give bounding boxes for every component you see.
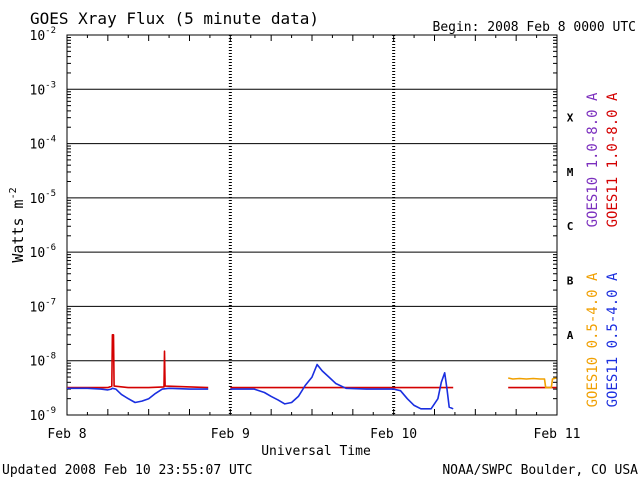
legend-entry: GOES10 0.5-4.0 A	[585, 272, 601, 407]
begin-label: Begin: 2008 Feb 8 0000 UTC	[433, 20, 637, 35]
x-tick-label: Feb 11	[534, 427, 581, 442]
y-tick-label: 10-3	[30, 80, 57, 98]
grid-layer	[67, 35, 557, 415]
x-tick-label: Feb 8	[47, 427, 86, 442]
y-tick-label: 10-2	[30, 26, 57, 44]
flare-class-label: A	[567, 329, 574, 342]
x-axis: Feb 8 Feb 9 Feb 10 Feb 11	[47, 35, 580, 442]
flare-class-label: X	[567, 112, 574, 125]
legend-entry: GOES11 0.5-4.0 A	[605, 272, 621, 407]
chart-title: GOES Xray Flux (5 minute data)	[30, 9, 319, 28]
y-tick-label: 10-6	[30, 243, 57, 261]
x-tick-label: Feb 9	[211, 427, 250, 442]
flare-class-label: M	[567, 166, 574, 179]
series-layer	[67, 334, 557, 410]
y-tick-label: 10-4	[30, 135, 57, 153]
legend-entry: GOES10 1.0-8.0 A	[585, 92, 601, 227]
flare-class-labels: X M C B A	[567, 112, 574, 342]
legend-entry: GOES11 1.0-8.0 A	[605, 92, 621, 227]
x-tick-label: Feb 10	[370, 427, 417, 442]
y-tick-label: 10-8	[30, 352, 57, 370]
source-label: NOAA/SWPC Boulder, CO USA	[442, 463, 638, 478]
flare-class-label: C	[567, 220, 574, 233]
flare-class-label: B	[567, 275, 574, 288]
x-axis-title: Universal Time	[261, 444, 371, 459]
series-line	[508, 377, 557, 389]
y-axis-title: Watts m-2	[8, 187, 27, 262]
legend: GOES10 1.0-8.0 A GOES11 1.0-8.0 A GOES10 0…	[585, 92, 621, 407]
y-tick-label: 10-5	[30, 189, 57, 207]
y-tick-label: 10-7	[30, 297, 57, 315]
series-line	[67, 363, 454, 410]
y-axis: 10-9 10-8 10-7 10-6 10-5 10-4 10-3 10-2	[30, 26, 557, 424]
updated-label: Updated 2008 Feb 10 23:55:07 UTC	[2, 463, 252, 478]
y-tick-label: 10-9	[30, 406, 57, 424]
plot-frame	[66, 34, 558, 416]
